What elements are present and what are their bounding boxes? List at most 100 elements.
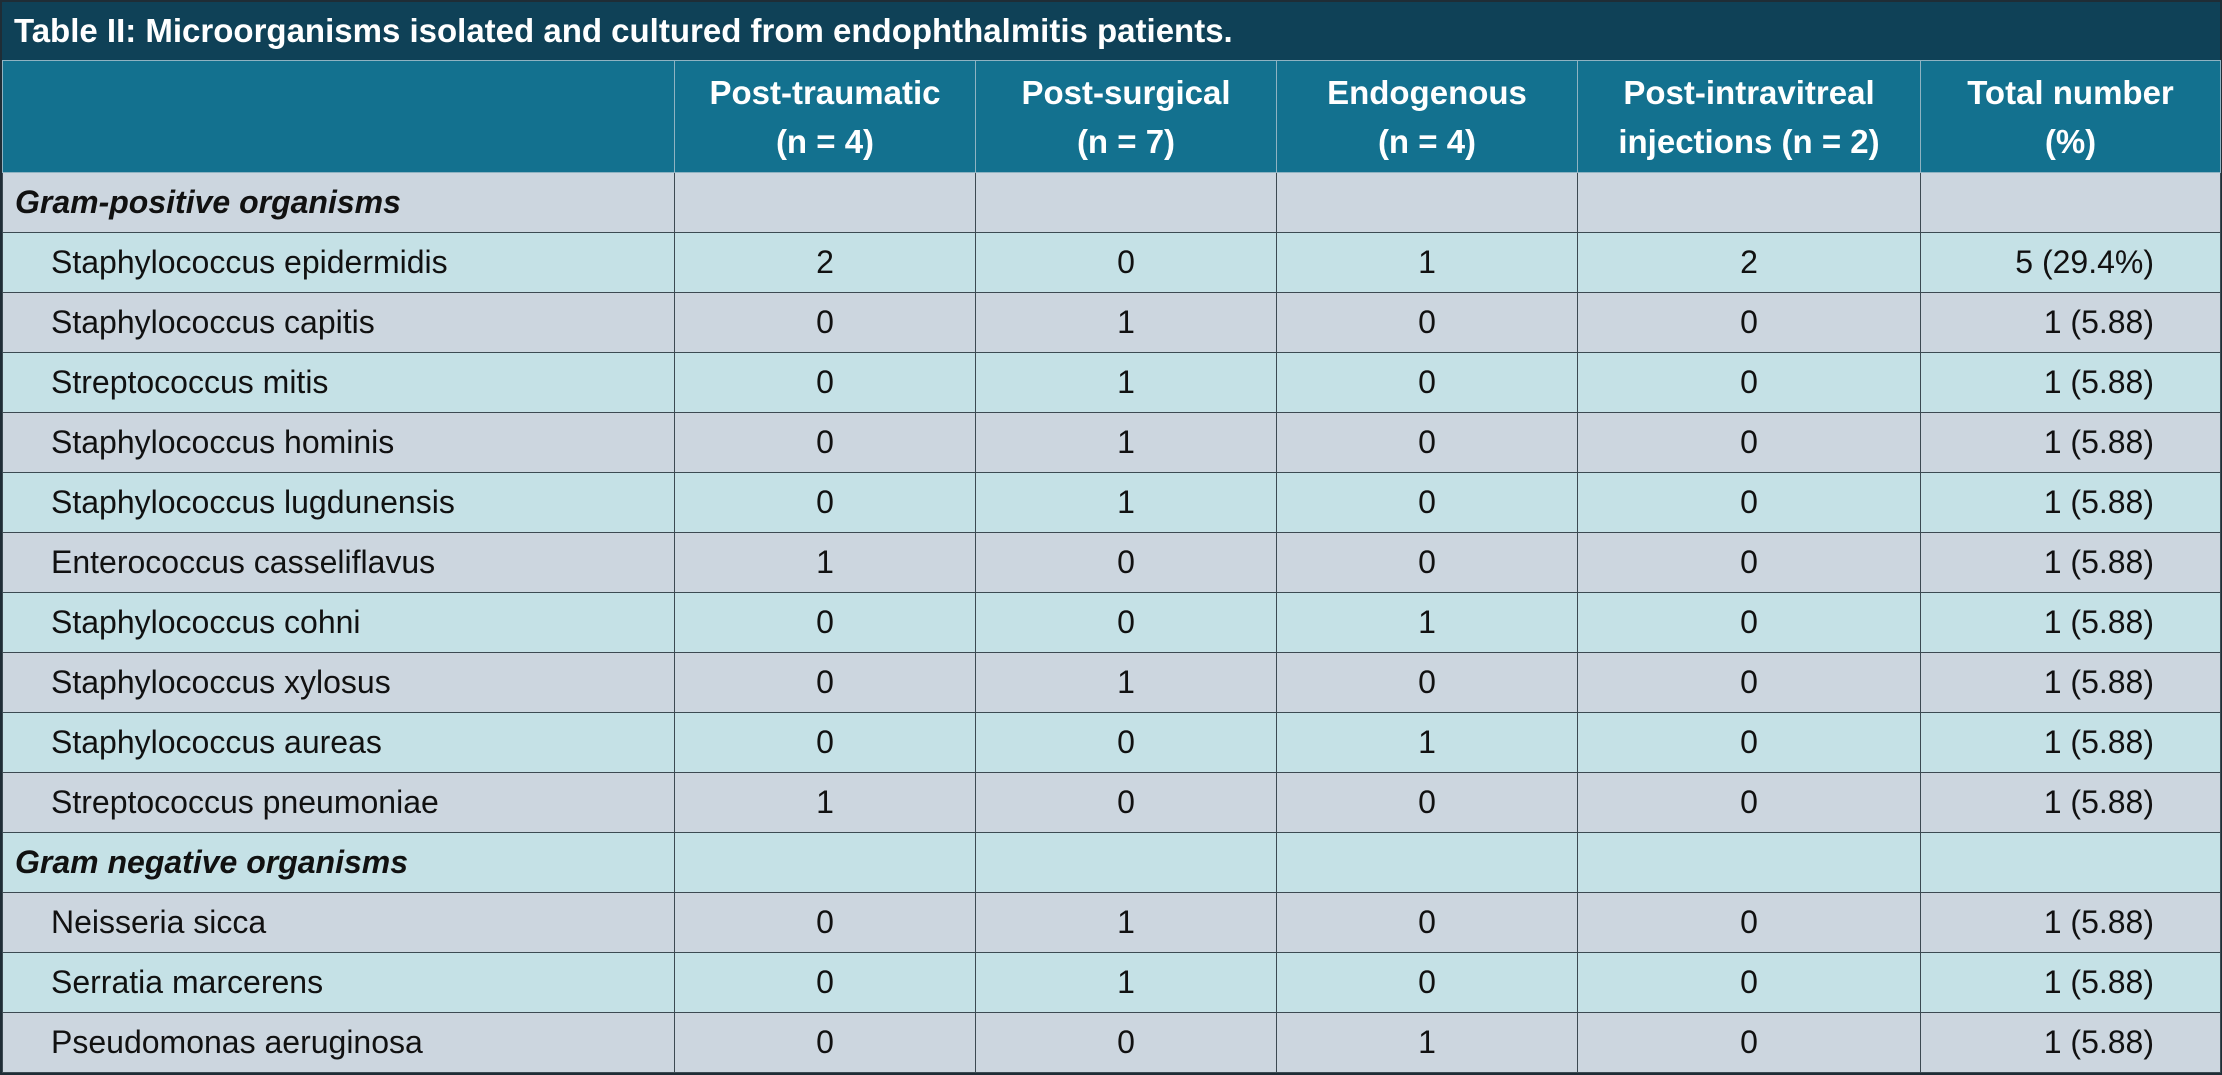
post-traumatic-count: 0 <box>674 292 976 353</box>
empty-cell <box>1276 832 1578 893</box>
organism-name: Enterococcus casseliflavus <box>2 532 675 593</box>
empty-cell <box>1276 172 1578 233</box>
header-endogenous: Endogenous (n = 4) <box>1276 60 1578 173</box>
header-post-intravitreal-line2: injections (n = 2) <box>1618 122 1880 160</box>
section-label: Gram-positive organisms <box>2 172 675 233</box>
empty-cell <box>1920 832 2221 893</box>
post-intravitreal-count: 0 <box>1577 652 1921 713</box>
section-row: Gram-positive organisms <box>2 172 2221 233</box>
post-traumatic-count: 0 <box>674 472 976 533</box>
header-post-intravitreal: Post-intravitreal injections (n = 2) <box>1577 60 1921 173</box>
post-surgical-count: 1 <box>975 652 1277 713</box>
post-surgical-count: 0 <box>975 592 1277 653</box>
post-intravitreal-count: 2 <box>1577 232 1921 293</box>
endogenous-count: 0 <box>1276 952 1578 1013</box>
microorganisms-table: Post-traumatic (n = 4) Post-surgical (n … <box>2 60 2221 1073</box>
post-intravitreal-count: 0 <box>1577 412 1921 473</box>
table-row: Staphylococcus lugdunensis 0 1 0 0 1 (5.88) <box>2 472 2221 533</box>
table-body: Gram-positive organisms Staphylococcus ep… <box>2 172 2221 1073</box>
organism-name: Pseudomonas aeruginosa <box>2 1012 675 1073</box>
empty-cell <box>1920 172 2221 233</box>
endogenous-count: 1 <box>1276 712 1578 773</box>
post-intravitreal-count: 0 <box>1577 532 1921 593</box>
table-row: Staphylococcus epidermidis 2 0 1 2 5 (29.4%) <box>2 232 2221 293</box>
endogenous-count: 1 <box>1276 1012 1578 1073</box>
table-row: Serratia marcerens 0 1 0 0 1 (5.88) <box>2 952 2221 1013</box>
post-intravitreal-count: 0 <box>1577 592 1921 653</box>
total-count: 1 (5.88) <box>1920 652 2221 713</box>
organism-name: Staphylococcus capitis <box>2 292 675 353</box>
total-count: 1 (5.88) <box>1920 412 2221 473</box>
table-row: Enterococcus casseliflavus 1 0 0 0 1 (5.88) <box>2 532 2221 593</box>
post-surgical-count: 1 <box>975 892 1277 953</box>
post-traumatic-count: 0 <box>674 1012 976 1073</box>
total-count: 1 (5.88) <box>1920 892 2221 953</box>
header-endogenous-line1: Endogenous <box>1327 73 1527 111</box>
post-traumatic-count: 2 <box>674 232 976 293</box>
empty-cell <box>1577 172 1921 233</box>
empty-cell <box>674 832 976 893</box>
header-total-line1: Total number <box>1967 73 2174 111</box>
empty-cell <box>975 172 1277 233</box>
endogenous-count: 0 <box>1276 532 1578 593</box>
endogenous-count: 0 <box>1276 412 1578 473</box>
post-traumatic-count: 0 <box>674 652 976 713</box>
header-row: Post-traumatic (n = 4) Post-surgical (n … <box>2 60 2221 173</box>
total-count: 1 (5.88) <box>1920 772 2221 833</box>
organism-name: Staphylococcus aureas <box>2 712 675 773</box>
post-intravitreal-count: 0 <box>1577 292 1921 353</box>
post-surgical-count: 1 <box>975 352 1277 413</box>
post-intravitreal-count: 0 <box>1577 472 1921 533</box>
endogenous-count: 0 <box>1276 772 1578 833</box>
table-row: Streptococcus pneumoniae 1 0 0 0 1 (5.88) <box>2 772 2221 833</box>
total-count: 1 (5.88) <box>1920 592 2221 653</box>
post-surgical-count: 0 <box>975 1012 1277 1073</box>
header-post-surgical-line2: (n = 7) <box>1076 122 1176 160</box>
section-row: Gram negative organisms <box>2 832 2221 893</box>
header-endogenous-line2: (n = 4) <box>1377 122 1477 160</box>
organism-name: Streptococcus mitis <box>2 352 675 413</box>
total-count: 1 (5.88) <box>1920 472 2221 533</box>
endogenous-count: 0 <box>1276 472 1578 533</box>
total-count: 5 (29.4%) <box>1920 232 2221 293</box>
organism-name: Staphylococcus hominis <box>2 412 675 473</box>
post-intravitreal-count: 0 <box>1577 1012 1921 1073</box>
post-intravitreal-count: 0 <box>1577 892 1921 953</box>
organism-name: Staphylococcus xylosus <box>2 652 675 713</box>
post-surgical-count: 0 <box>975 772 1277 833</box>
table-row: Neisseria sicca 0 1 0 0 1 (5.88) <box>2 892 2221 953</box>
endogenous-count: 0 <box>1276 352 1578 413</box>
section-label: Gram negative organisms <box>2 832 675 893</box>
post-intravitreal-count: 0 <box>1577 772 1921 833</box>
empty-cell <box>674 172 976 233</box>
table-row: Staphylococcus capitis 0 1 0 0 1 (5.88) <box>2 292 2221 353</box>
post-surgical-count: 0 <box>975 232 1277 293</box>
endogenous-count: 1 <box>1276 592 1578 653</box>
header-post-traumatic-line2: (n = 4) <box>775 122 875 160</box>
total-count: 1 (5.88) <box>1920 952 2221 1013</box>
post-surgical-count: 1 <box>975 952 1277 1013</box>
post-traumatic-count: 1 <box>674 532 976 593</box>
post-traumatic-count: 0 <box>674 352 976 413</box>
post-traumatic-count: 0 <box>674 412 976 473</box>
post-traumatic-count: 0 <box>674 892 976 953</box>
post-intravitreal-count: 0 <box>1577 712 1921 773</box>
post-surgical-count: 1 <box>975 292 1277 353</box>
table-row: Staphylococcus aureas 0 0 1 0 1 (5.88) <box>2 712 2221 773</box>
organism-name: Staphylococcus cohni <box>2 592 675 653</box>
organism-name: Neisseria sicca <box>2 892 675 953</box>
empty-cell <box>975 832 1277 893</box>
header-post-traumatic: Post-traumatic (n = 4) <box>674 60 976 173</box>
post-traumatic-count: 0 <box>674 712 976 773</box>
header-organism <box>2 60 675 173</box>
post-surgical-count: 0 <box>975 532 1277 593</box>
endogenous-count: 1 <box>1276 232 1578 293</box>
header-post-surgical-line1: Post-surgical <box>1021 73 1231 111</box>
post-surgical-count: 0 <box>975 712 1277 773</box>
total-count: 1 (5.88) <box>1920 352 2221 413</box>
table-title: Table II: Microorganisms isolated and cu… <box>2 2 2220 60</box>
header-total: Total number (%) <box>1920 60 2221 173</box>
post-surgical-count: 1 <box>975 472 1277 533</box>
table-row: Pseudomonas aeruginosa 0 0 1 0 1 (5.88) <box>2 1012 2221 1073</box>
